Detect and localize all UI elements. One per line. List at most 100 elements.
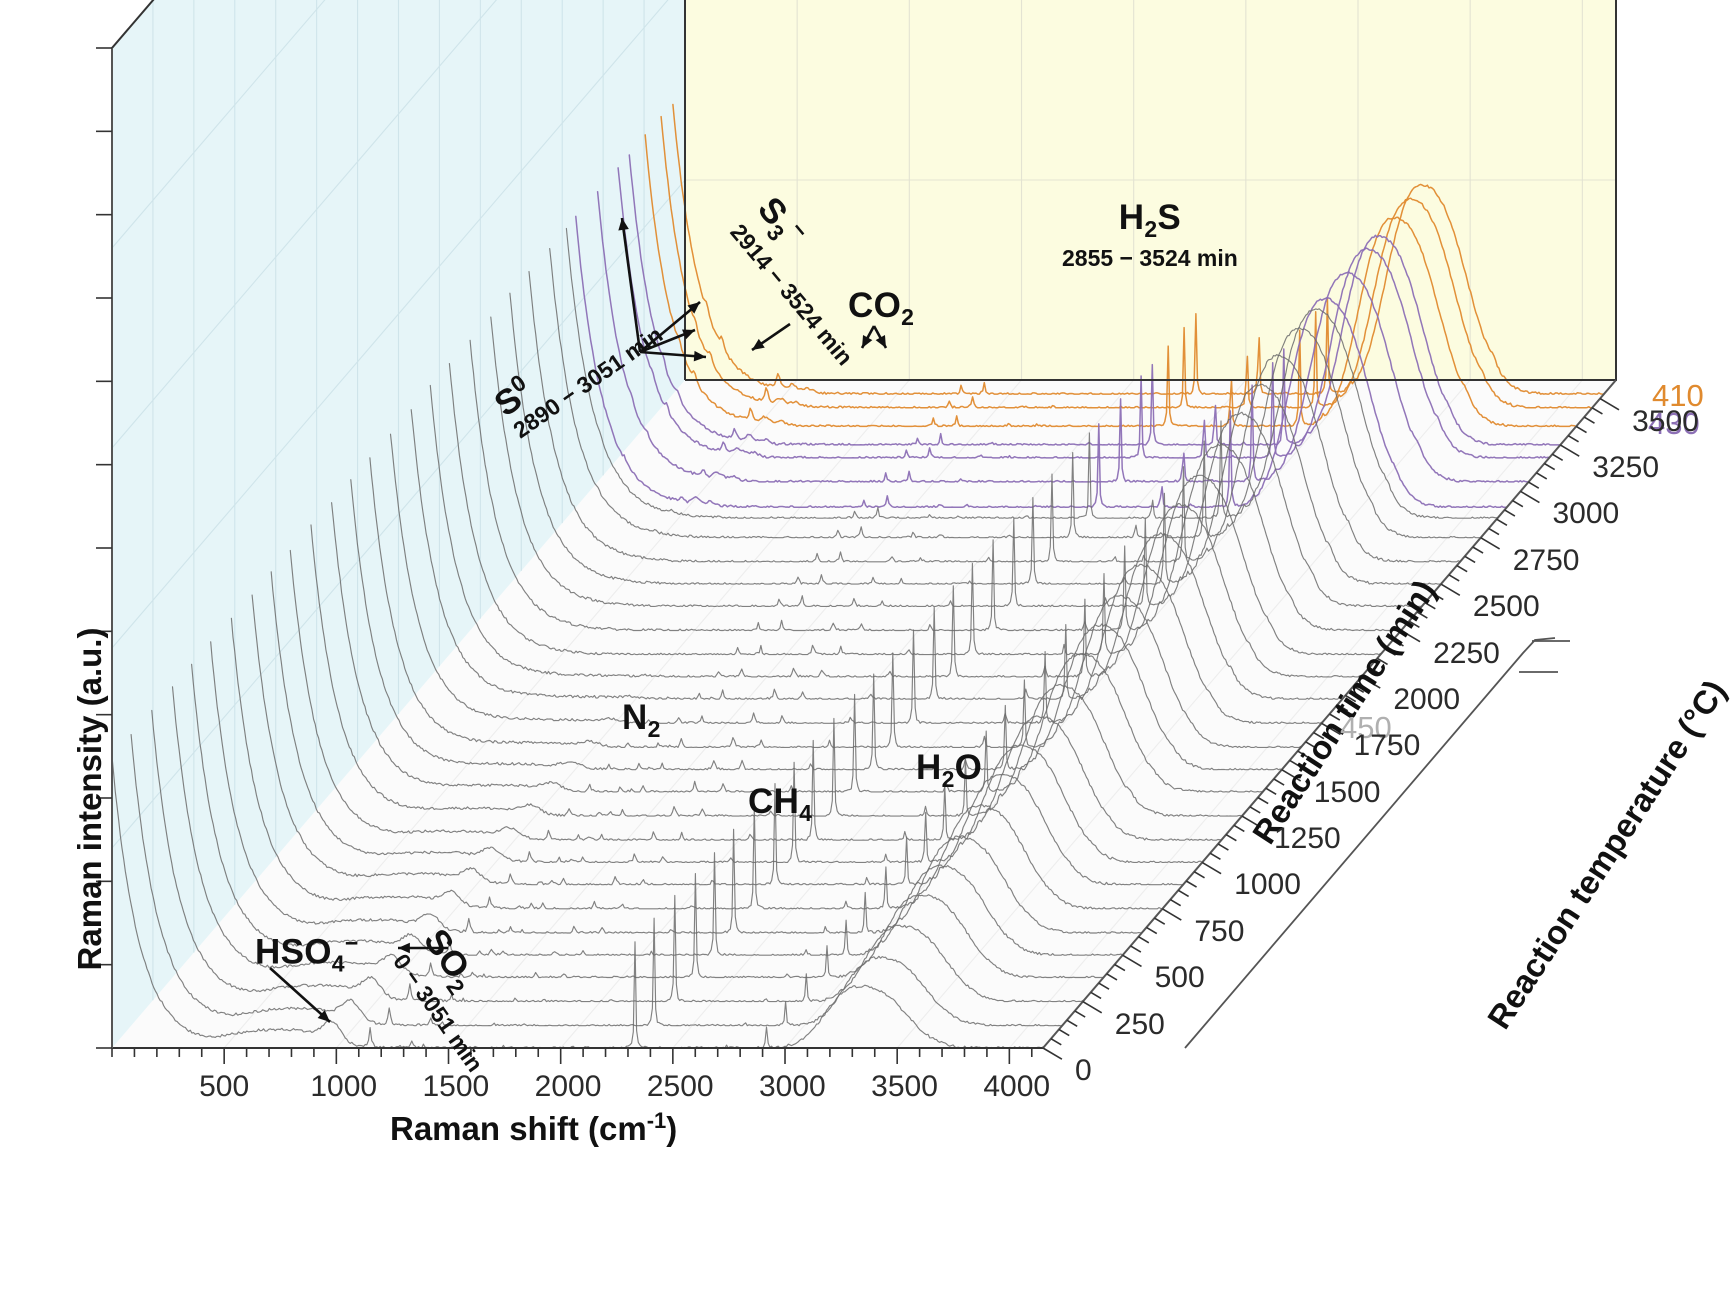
spectrum-trace [429,384,1362,678]
z-tick-label: 2500 [1472,590,1540,624]
annotation-h2s-group: H2S 2855 − 3524 min [1062,198,1238,272]
z-tick [1098,982,1110,990]
z-tick [1257,796,1269,805]
z-tick [1066,1019,1078,1027]
z-tick [1106,973,1118,981]
spectrum-trace [448,363,1381,656]
z-tick [1520,490,1540,504]
z-tick-label: 3250 [1592,450,1660,484]
z-tick [1472,546,1484,554]
z-tick [1289,759,1301,768]
spectrum-trace [575,215,1508,509]
x-tick-label: 4000 [983,1070,1051,1103]
grid-line-left-h [111,0,326,249]
z-tick [1273,778,1285,786]
arrow-shaft [639,301,701,353]
arrow-so2 [398,942,448,954]
z-tick [1241,815,1262,828]
z-tick [1488,527,1500,536]
grid-line-floor [335,379,910,1049]
z-tick [1281,768,1302,782]
x-tick-label: 500 [199,1070,250,1103]
z-tick-label: 2750 [1512,543,1580,577]
arrow-head [752,338,765,350]
z-tick [1042,1047,1063,1060]
spectrum-trace [596,190,1530,483]
z-tick-label: 1500 [1313,775,1381,809]
z-tick [1130,945,1142,953]
y-axis-ticks [96,47,112,1049]
z-tick [1504,509,1516,517]
z-tick [1551,453,1564,462]
z-tick [1440,583,1461,597]
z-tick [1345,694,1357,703]
z-tick [1408,620,1420,629]
spectrum-trace [389,433,1323,724]
z-tick [1456,564,1468,573]
z-tick-label: 2250 [1433,636,1500,670]
grid-line-floor [672,379,1247,1049]
grid-line-floor [896,379,1471,1049]
z-tick [1368,666,1381,675]
x-axis-ticks [111,1048,1033,1064]
z-tick [1329,713,1341,721]
spectrum-trace [171,686,1105,979]
z-tick [1321,722,1341,736]
spectrum-trace [469,339,1402,632]
annotation-co2: CO2 [848,286,915,330]
z-tick [1392,639,1404,647]
z-tick [1583,416,1595,424]
z-tick [1249,806,1261,814]
x-tick-label: 2000 [534,1070,602,1103]
z-tick [1384,648,1396,656]
annotation-h2s-range: 2855 − 3524 min [1062,245,1238,271]
arrow-head [875,335,886,348]
z-tick [1177,889,1190,898]
z-tick [1201,861,1222,875]
z-tick [1360,676,1381,689]
z-tick-label: 0 [1075,1054,1092,1087]
arrow-s0-4 [639,350,707,362]
grid-line-floor [223,379,798,1049]
z-tick [1169,898,1182,907]
arrow-head [618,218,629,231]
z-tick [1543,462,1556,471]
z-tick [1122,954,1142,968]
spectrum-trace [528,271,1461,563]
x-tick-label: 1500 [422,1070,490,1103]
z-tick-label: 750 [1194,914,1245,948]
z-tick [1337,704,1349,712]
spectrum-trace [270,571,1203,863]
spectrum-trace [289,549,1222,841]
spectrum-trace [251,594,1184,886]
z-tick [1599,397,1620,411]
back-panel [685,0,1616,380]
spectrum-trace [617,167,1550,459]
arrow-head [682,329,695,340]
spectrum-trace [210,641,1143,934]
z-tick [1090,991,1102,1000]
arrow-hso4 [269,967,331,1023]
z-tick [1209,852,1221,860]
z-tick-label: 2000 [1393,682,1461,716]
z-tick [1217,843,1229,851]
z-tick [1233,824,1245,833]
z-tick-label: 1000 [1234,868,1301,902]
annotation-ch4: CH4 [748,782,813,826]
grid-line-floor [560,379,1135,1049]
z-tick [1400,629,1421,643]
annotation-h2s: H2S [1118,198,1182,242]
z-tick [1512,499,1524,508]
z-tick [1161,908,1182,921]
spectrum-trace [509,292,1442,585]
spectrum-trace [628,154,1562,446]
arrow-head [862,335,873,348]
z-tick [1416,611,1428,619]
spectrum-trace [644,134,1577,428]
z-tick [1138,935,1150,944]
z-tick [1591,407,1603,415]
annotation-hso4: HSO4− [255,930,359,977]
spectrum-trace [230,617,1163,910]
x-tick-label: 3000 [759,1070,826,1103]
grid-group [111,0,1616,1049]
